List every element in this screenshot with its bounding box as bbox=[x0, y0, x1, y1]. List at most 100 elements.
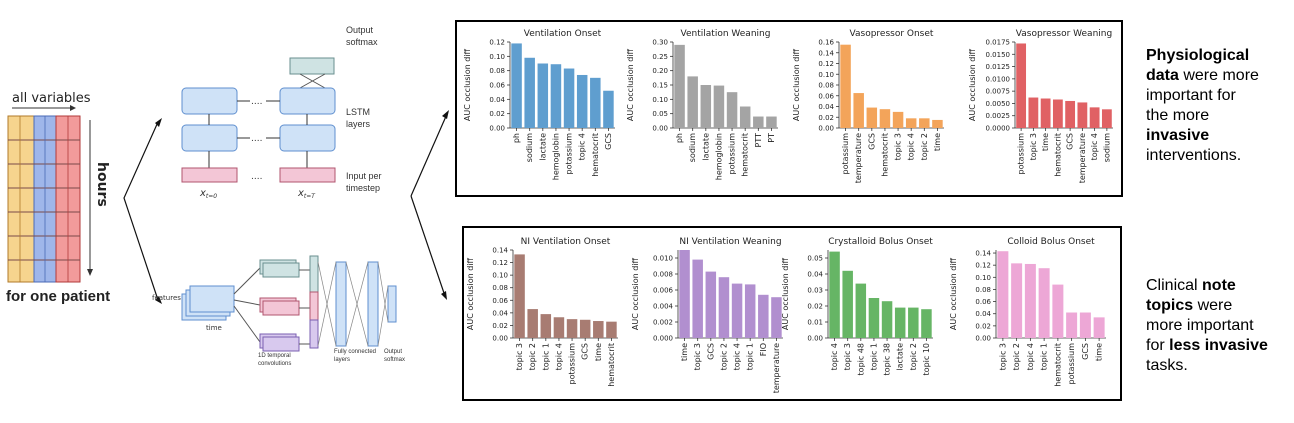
y-tick-label: 0.05 bbox=[807, 255, 823, 263]
x-tick-label: GCS bbox=[1081, 343, 1090, 360]
y-tick-label: 0.15 bbox=[652, 82, 668, 90]
x-tick-label: time bbox=[1095, 343, 1104, 361]
x-tick-label: topic 4 bbox=[554, 343, 563, 370]
input-cell-left bbox=[181, 167, 238, 183]
y-tick-label: 0.0175 bbox=[986, 39, 1011, 47]
x-tick-label: topic 2 bbox=[909, 343, 918, 370]
y-axis-label: AUC occlusion diff bbox=[466, 257, 475, 330]
x-tick-label: topic 2 bbox=[920, 133, 929, 160]
y-tick-label: 0.10 bbox=[818, 71, 834, 79]
x-tick-label: hematocrit bbox=[1053, 133, 1062, 177]
bar-hematocrit bbox=[590, 77, 601, 128]
variable-grid bbox=[7, 115, 81, 283]
chart-title: NI Ventilation Onset bbox=[521, 237, 611, 247]
bar-gcs bbox=[579, 319, 591, 338]
y-tick-label: 0.0125 bbox=[986, 63, 1011, 71]
x-tick-label: potassium bbox=[728, 133, 737, 175]
y-tick-label: 0.06 bbox=[492, 297, 508, 305]
bar-potassium bbox=[566, 319, 578, 338]
x-tick-label: temperature bbox=[1078, 133, 1087, 183]
x-tick-label: topic 3 bbox=[1029, 133, 1038, 160]
bar-topic-1 bbox=[744, 284, 756, 338]
x-tick-label: hematocrit bbox=[591, 133, 600, 177]
y-axis-label: AUC occlusion diff bbox=[781, 257, 790, 330]
bar-topic-38 bbox=[881, 301, 893, 338]
x-tick-label: GCS bbox=[1066, 133, 1075, 150]
y-tick-label: 0.04 bbox=[489, 96, 505, 104]
x-tick-label: GCS bbox=[604, 133, 613, 150]
bar-time bbox=[932, 119, 943, 128]
x-tick-label: temperature bbox=[854, 133, 863, 183]
input-timestep-label: Input per timestep bbox=[346, 171, 382, 193]
x-tick-label: potassium bbox=[565, 133, 574, 175]
x-tick-label: topic 1 bbox=[869, 343, 878, 370]
x-tick-label: topic 4 bbox=[578, 133, 587, 160]
y-axis-label: AUC occlusion diff bbox=[968, 48, 977, 121]
bar-topic-3 bbox=[842, 270, 853, 338]
y-tick-label: 0.010 bbox=[653, 255, 673, 263]
bar-topic-4 bbox=[731, 283, 743, 338]
y-tick-label: 0.12 bbox=[489, 39, 505, 47]
y-tick-label: 0.02 bbox=[818, 114, 834, 122]
x-tick-label: topic 4 bbox=[907, 133, 916, 160]
y-tick-label: 0.00 bbox=[489, 125, 505, 133]
x-tick-label: lactate bbox=[701, 133, 710, 161]
x-tick-label: topic 3 bbox=[998, 343, 1007, 370]
bar-topic-2 bbox=[919, 118, 930, 128]
bottom_text-run: for bbox=[1146, 337, 1170, 354]
input-cell-right bbox=[279, 167, 336, 183]
y-tick-label: 0.01 bbox=[807, 319, 823, 327]
x-tick-label: GCS bbox=[581, 343, 590, 360]
x-tick-label: topic 3 bbox=[515, 343, 524, 370]
bar-lactate bbox=[537, 63, 549, 128]
x-tick-label: PTT bbox=[754, 133, 763, 148]
chart-title: Vasopressor Weaning bbox=[1016, 29, 1112, 39]
bar-topic-4 bbox=[1024, 263, 1036, 338]
bar-gcs bbox=[705, 271, 717, 338]
x-tick-label: topic 2 bbox=[528, 343, 537, 370]
bar-topic-2 bbox=[908, 307, 919, 338]
lstm-dots-2: .... bbox=[251, 134, 262, 144]
bar-hematocrit bbox=[606, 321, 617, 338]
x-tick-label: potassium bbox=[841, 133, 850, 175]
y-tick-label: 0.08 bbox=[818, 82, 834, 90]
y-tick-label: 0.06 bbox=[975, 298, 991, 306]
bar-hemoglobin bbox=[550, 64, 562, 128]
bar-sodium bbox=[524, 57, 535, 129]
bar-time bbox=[679, 250, 690, 338]
bar-topic-4 bbox=[576, 74, 588, 128]
y-tick-label: 0.04 bbox=[807, 271, 823, 279]
y-axis-label: AUC occlusion diff bbox=[631, 257, 640, 330]
y-tick-label: 0.04 bbox=[492, 309, 508, 317]
y-tick-label: 0.10 bbox=[489, 53, 505, 61]
y-tick-label: 0.25 bbox=[652, 53, 668, 61]
x-tick-label: topic 3 bbox=[894, 133, 903, 160]
x-tick-label: potassium bbox=[1067, 343, 1076, 385]
bar-gcs bbox=[603, 90, 614, 128]
output-softmax-box bbox=[289, 57, 335, 75]
y-tick-label: 0.02 bbox=[489, 110, 505, 118]
chart-title: NI Ventilation Weaning bbox=[679, 237, 781, 247]
branch-arrows-right bbox=[410, 110, 449, 300]
y-tick-label: 0.0050 bbox=[986, 100, 1011, 108]
y-tick-label: 0.16 bbox=[818, 39, 834, 47]
fc-label: Fully connected layers bbox=[334, 349, 377, 363]
top_text-run: were more bbox=[1178, 67, 1259, 84]
bar-topic-4 bbox=[829, 251, 840, 338]
cnn-diagram: features time 1D temporal convolutions F… bbox=[150, 250, 410, 370]
bar-lactate bbox=[894, 307, 906, 338]
bar-temperature bbox=[771, 297, 782, 338]
features-label: features bbox=[152, 294, 181, 302]
bar-topic-48 bbox=[855, 283, 867, 338]
bar-pt bbox=[766, 116, 777, 128]
x-tick-label: potassium bbox=[568, 343, 577, 385]
bar-potassium bbox=[563, 68, 575, 128]
y-axis-label: AUC occlusion diff bbox=[949, 257, 958, 330]
time-label: time bbox=[206, 324, 222, 332]
x-tick-label: hemoglobin bbox=[551, 133, 560, 180]
y-tick-label: 0.10 bbox=[492, 272, 508, 280]
y-tick-label: 0.002 bbox=[653, 319, 673, 327]
y-axis-label: AUC occlusion diff bbox=[626, 48, 635, 121]
bar-topic-4 bbox=[905, 118, 917, 128]
